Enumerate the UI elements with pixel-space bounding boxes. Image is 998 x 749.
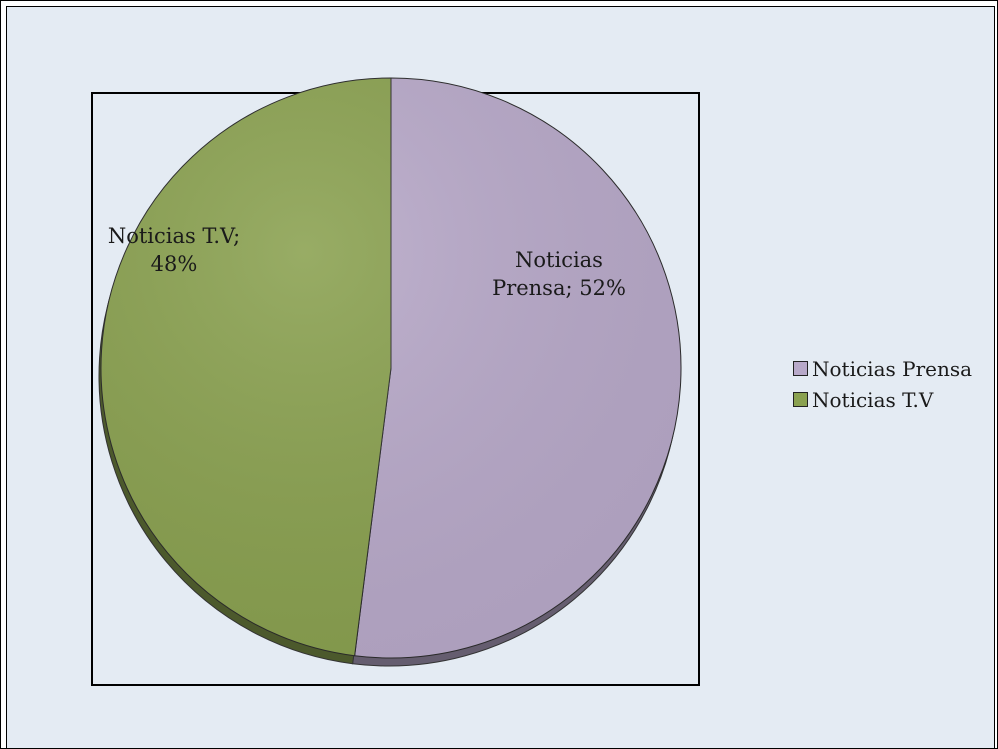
pie-labels-group: Noticias Prensa; 52% Noticias T.V; 48% xyxy=(108,224,626,300)
legend-item-noticias-prensa: Noticias Prensa xyxy=(793,353,972,384)
legend-swatch-noticias-tv xyxy=(793,392,808,407)
legend-label-noticias-prensa: Noticias Prensa xyxy=(812,356,973,381)
pie-data-label-1: Noticias Prensa; 52% xyxy=(492,248,626,300)
legend-label-noticias-tv: Noticias T.V xyxy=(812,387,934,412)
legend-item-noticias-tv: Noticias T.V xyxy=(793,384,972,415)
legend-swatch-noticias-prensa xyxy=(793,361,808,376)
pie-gloss-overlay xyxy=(101,78,681,658)
pie-chart: Noticias Prensa; 52% Noticias T.V; 48% xyxy=(98,77,682,667)
legend: Noticias Prensa Noticias T.V xyxy=(793,353,972,415)
chart-area: Noticias Prensa; 52% Noticias T.V; 48% Noti… xyxy=(6,6,995,748)
pie-slices-group xyxy=(100,77,682,659)
pie-data-label-2: Noticias T.V; 48% xyxy=(108,224,240,276)
